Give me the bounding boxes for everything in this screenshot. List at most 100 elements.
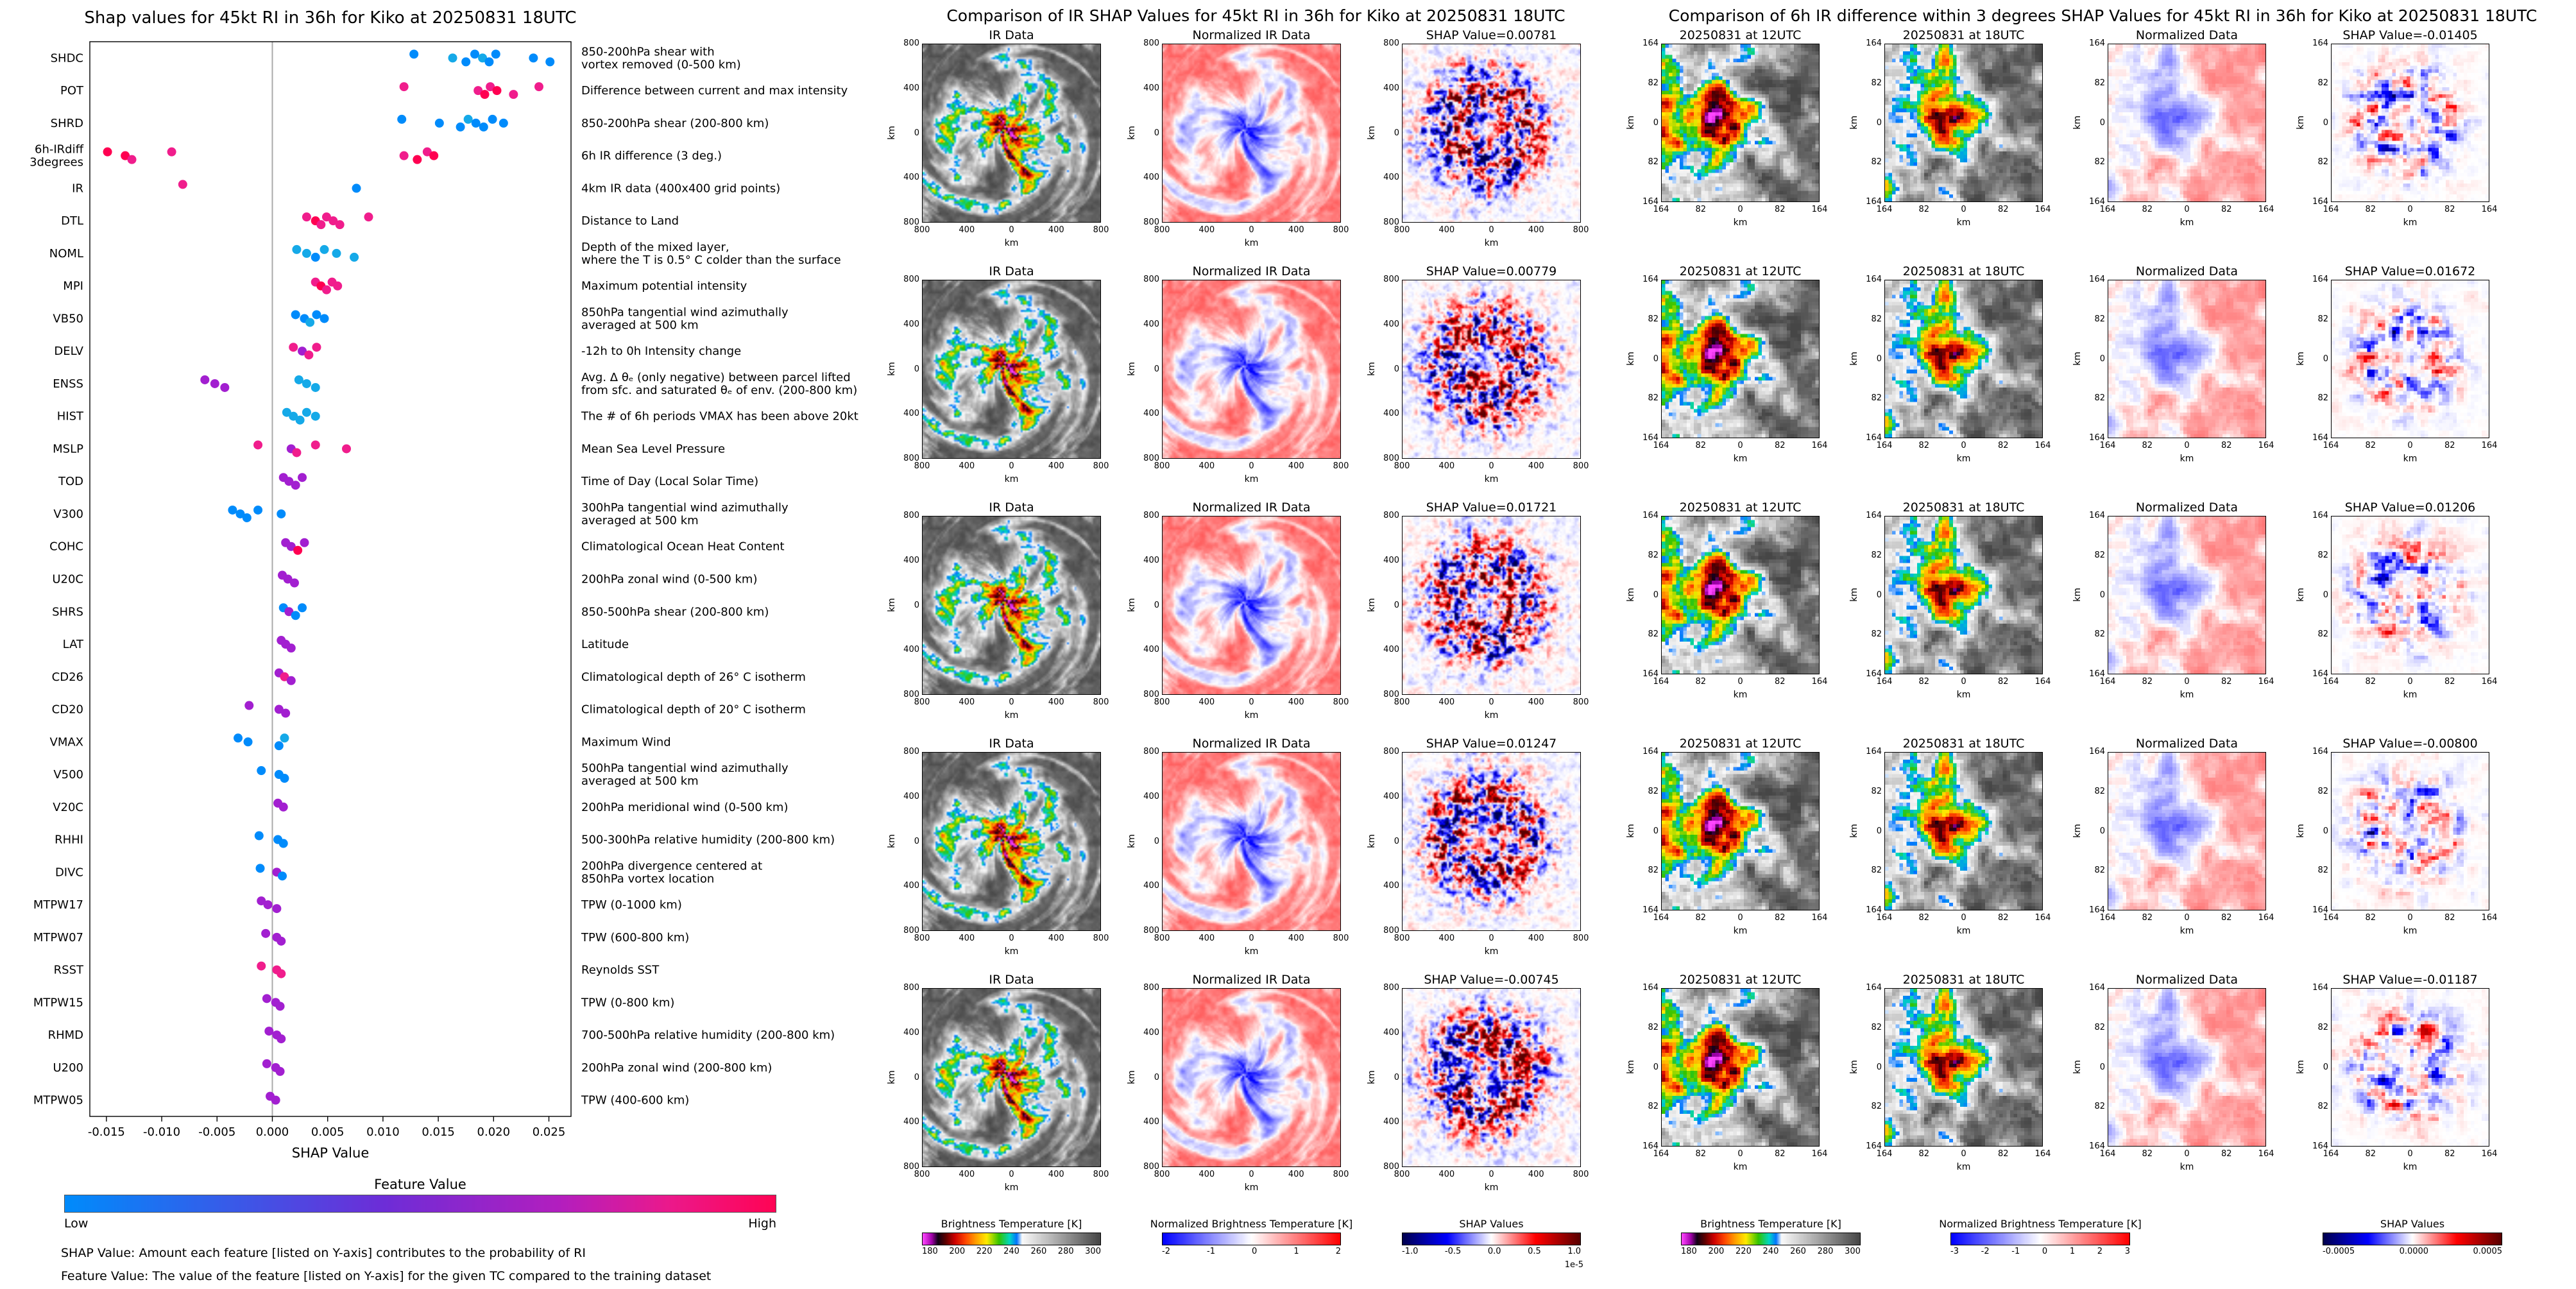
y-tick-label: 0 (1653, 354, 1659, 364)
y-tick-label: 82 (2317, 1022, 2328, 1032)
x-tick-label: 82 (1774, 205, 1786, 214)
feature-desc: averaged at 500 km (581, 514, 699, 527)
y-tick-label: 800 (903, 454, 919, 463)
map-image-norm (1162, 516, 1341, 695)
y-tick-label: 800 (1143, 218, 1159, 227)
y-tick-label: 82 (2317, 314, 2328, 324)
x-tick-label: 82 (2221, 677, 2232, 687)
shap-point (167, 147, 176, 157)
subplot-title: SHAP Value=0.01247 (1426, 737, 1557, 751)
map-cell: SHAP Value=0.00781 800 400 0 400 800 km 800 400 0… (1367, 28, 1589, 264)
y-tick-label: 164 (2089, 905, 2105, 915)
shap-point (284, 607, 294, 617)
y-tick-label: 0 (2099, 1062, 2105, 1072)
x-tick-label: 82 (1695, 1149, 1707, 1159)
shap-point (292, 448, 302, 457)
y-tick-label: 164 (2312, 983, 2328, 993)
x-tick-label: 164 (2034, 913, 2051, 923)
shap-point (328, 216, 338, 226)
x-tick-label: 400 (1198, 934, 1215, 943)
y-tick-label: 82 (2317, 157, 2328, 167)
footnote-shap-value: SHAP Value: Amount each feature [listed … (61, 1246, 586, 1260)
map-image-ir2 (1661, 516, 1820, 674)
shap-point (278, 871, 287, 881)
x-tick-label: 164 (2323, 1149, 2339, 1159)
feature-desc: Climatological depth of 20° C isotherm (581, 703, 806, 717)
colorbar-tick-label: -0.5 (1444, 1247, 1462, 1256)
x-tick-label: 0 (2407, 677, 2413, 687)
y-tick-label: 82 (1648, 629, 1659, 640)
y-axis-unit: km (1848, 115, 1859, 130)
colorbar-tick-label: 300 (1085, 1247, 1101, 1256)
colorbar-tick-label: 200 (1708, 1247, 1725, 1256)
shap-point (342, 444, 351, 454)
subplot-title: 20250831 at 18UTC (1902, 264, 2025, 278)
y-axis-unit: km (1625, 1059, 1636, 1074)
y-axis-unit: km (1848, 587, 1859, 602)
y-tick-label: 82 (1648, 1102, 1659, 1112)
y-tick-label: 400 (1383, 319, 1399, 329)
y-tick-label: 400 (1383, 791, 1399, 801)
feature-desc: The # of 6h periods VMAX has been above … (581, 410, 858, 423)
y-tick-label: 82 (1648, 550, 1659, 560)
x-tick-label: 164 (1653, 1149, 1669, 1159)
x-axis-tick-label: -0.015 (88, 1125, 125, 1139)
feature-label: HIST (57, 410, 84, 423)
x-tick-label: 800 (1573, 1170, 1589, 1179)
shap-point (320, 244, 329, 254)
shap-point (244, 701, 254, 710)
y-tick-label: 800 (1383, 1162, 1399, 1172)
x-tick-label: 400 (1528, 697, 1544, 707)
shap-point (262, 994, 271, 1003)
y-tick-label: 164 (1642, 38, 1659, 48)
y-tick-label: 0 (1154, 364, 1159, 374)
subplot-title: Normalized Data (2135, 500, 2239, 515)
x-axis-unit: km (1004, 474, 1019, 484)
colorbar-block: Brightness Temperature [K] 180 200 220 240 26… (1681, 1218, 1861, 1256)
shap-point (275, 1002, 285, 1011)
x-tick-label: 164 (2034, 441, 2051, 450)
x-tick-label: 400 (1438, 225, 1455, 235)
map-cell: IR Data 800 400 0 400 800 km 800 400 0 400 800 km (887, 28, 1109, 264)
y-axis-unit: km (1848, 1059, 1859, 1074)
x-tick-label: 82 (2444, 441, 2455, 450)
map-image-shap (1402, 988, 1581, 1167)
x-tick-label: 0 (2407, 913, 2413, 923)
feature-desc: 850-200hPa shear with (581, 45, 715, 58)
x-tick-label: 82 (2444, 677, 2455, 687)
y-tick-label: 800 (903, 38, 919, 48)
shap-point (254, 831, 264, 841)
feature-label: U200 (53, 1061, 83, 1075)
y-tick-label: 400 (1143, 409, 1159, 419)
feature-desc: TPW (0-800 km) (581, 996, 674, 1009)
colorbar-low-label: Low (64, 1216, 89, 1231)
y-tick-label: 164 (1642, 669, 1659, 679)
shap-point (277, 969, 286, 978)
colorbar-tick-label: 0.0005 (2473, 1247, 2503, 1256)
x-tick-label: 400 (1528, 461, 1544, 471)
shap-point (529, 53, 538, 63)
colorbar-ticks: -0.0005 0.0000 0.0005 (2323, 1247, 2502, 1256)
y-tick-label: 82 (1871, 1102, 1882, 1112)
y-tick-label: 82 (2094, 393, 2105, 404)
shap-point (332, 248, 341, 258)
x-tick-label: 800 (1573, 225, 1589, 235)
shap-point (492, 86, 502, 96)
feature-desc: Mean Sea Level Pressure (581, 442, 725, 456)
x-tick-label: 0 (2184, 441, 2190, 450)
y-tick-label: 0 (2099, 826, 2105, 836)
footnote-feature-value: Feature Value: The value of the feature … (61, 1269, 712, 1283)
x-tick-label: 0 (1009, 934, 1014, 943)
feature-label: CD20 (52, 703, 83, 717)
x-tick-label: 164 (1653, 677, 1669, 687)
colorbar-block: Normalized Brightness Temperature [K] -3-… (1939, 1218, 2142, 1256)
y-tick-label: 0 (1394, 1072, 1399, 1082)
y-tick-label: 164 (1642, 197, 1659, 207)
x-axis-unit: km (1244, 710, 1259, 721)
colorbar-tick-label: 0 (1252, 1247, 1258, 1256)
y-tick-label: 164 (1642, 747, 1659, 756)
y-tick-label: 82 (2094, 157, 2105, 167)
colorbar-block: Normalized Brightness Temperature [K] -2-… (1150, 1218, 1353, 1256)
x-tick-label: 400 (1288, 697, 1304, 707)
shap-point (448, 53, 457, 63)
